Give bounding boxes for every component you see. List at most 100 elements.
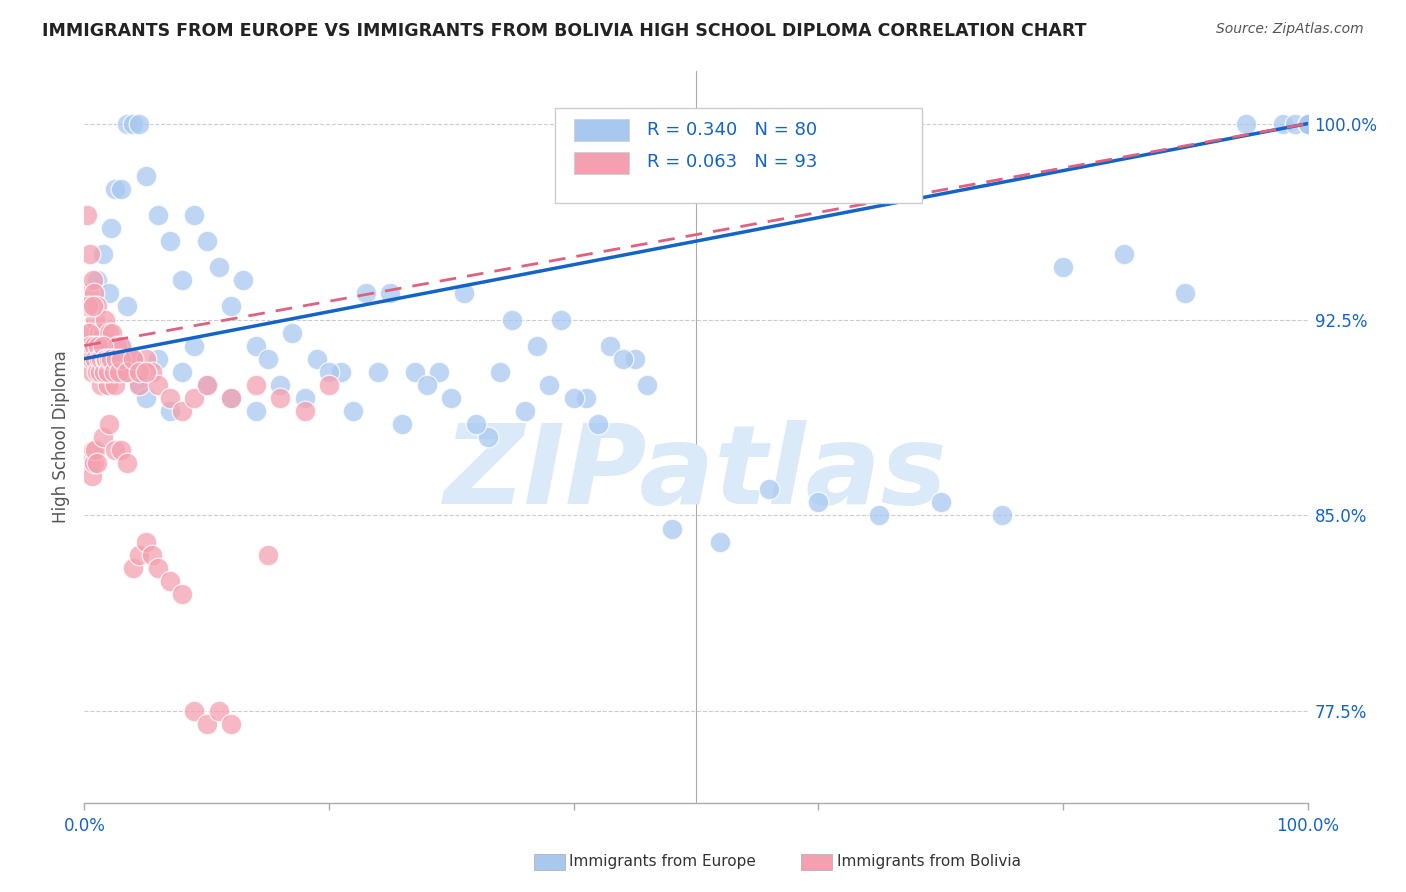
Point	[135, 534, 157, 549]
Point	[122, 351, 145, 366]
Point	[1114, 247, 1136, 261]
Point	[79, 456, 101, 470]
Point	[104, 377, 127, 392]
Point	[128, 377, 150, 392]
Point	[575, 391, 598, 405]
Point	[502, 312, 524, 326]
Point	[1284, 117, 1306, 131]
Point	[391, 417, 413, 431]
Point	[86, 456, 108, 470]
Point	[97, 417, 120, 431]
Point	[80, 469, 103, 483]
Point	[146, 560, 169, 574]
Point	[77, 286, 100, 301]
Point	[599, 339, 621, 353]
Point	[86, 273, 108, 287]
Point	[1296, 117, 1319, 131]
Point	[1174, 286, 1197, 301]
Point	[453, 286, 475, 301]
Point	[281, 326, 304, 340]
Point	[245, 404, 267, 418]
Point	[105, 351, 128, 366]
Point	[122, 351, 145, 366]
Point	[77, 351, 100, 366]
FancyBboxPatch shape	[555, 108, 922, 203]
Point	[103, 365, 125, 379]
Point	[294, 404, 316, 418]
Point	[83, 456, 105, 470]
Point	[83, 339, 105, 353]
Point	[219, 717, 242, 731]
Point	[404, 365, 426, 379]
Point	[77, 300, 100, 314]
Point	[380, 286, 402, 301]
Text: Source: ZipAtlas.com: Source: ZipAtlas.com	[1216, 22, 1364, 37]
Point	[146, 208, 169, 222]
Point	[342, 404, 364, 418]
Point	[82, 443, 104, 458]
Point	[100, 365, 122, 379]
Point	[219, 300, 242, 314]
Point	[122, 351, 145, 366]
Point	[146, 377, 169, 392]
Point	[183, 705, 205, 719]
Point	[84, 312, 107, 326]
Point	[354, 286, 377, 301]
Point	[104, 443, 127, 458]
Point	[661, 522, 683, 536]
Y-axis label: High School Diploma: High School Diploma	[52, 351, 70, 524]
Point	[991, 508, 1014, 523]
Point	[84, 443, 107, 458]
Point	[159, 404, 181, 418]
Point	[538, 377, 561, 392]
Point	[104, 182, 127, 196]
Point	[115, 456, 138, 470]
Point	[1296, 117, 1319, 131]
Point	[489, 365, 512, 379]
Point	[86, 365, 108, 379]
Point	[159, 574, 181, 588]
Point	[440, 391, 463, 405]
Point	[208, 705, 231, 719]
Point	[135, 391, 157, 405]
Point	[624, 351, 647, 366]
Text: IMMIGRANTS FROM EUROPE VS IMMIGRANTS FROM BOLIVIA HIGH SCHOOL DIPLOMA CORRELATIO: IMMIGRANTS FROM EUROPE VS IMMIGRANTS FRO…	[42, 22, 1087, 40]
Point	[1296, 117, 1319, 131]
Point	[79, 247, 101, 261]
Point	[183, 208, 205, 222]
Text: Immigrants from Bolivia: Immigrants from Bolivia	[837, 855, 1021, 869]
Point	[195, 234, 218, 248]
Point	[758, 483, 780, 497]
Point	[172, 365, 194, 379]
Point	[115, 117, 138, 131]
Point	[269, 391, 291, 405]
Point	[135, 169, 157, 183]
Point	[1052, 260, 1074, 275]
Point	[464, 417, 486, 431]
Point	[93, 365, 115, 379]
Point	[83, 286, 105, 301]
Point	[110, 351, 132, 366]
Point	[513, 404, 536, 418]
Point	[107, 365, 129, 379]
Point	[82, 300, 104, 314]
Text: R = 0.340   N = 80: R = 0.340 N = 80	[647, 121, 817, 139]
Point	[76, 208, 98, 222]
Point	[87, 326, 110, 340]
Point	[128, 548, 150, 562]
Point	[110, 182, 132, 196]
Point	[146, 351, 169, 366]
Point	[562, 391, 585, 405]
Point	[91, 339, 114, 353]
Point	[122, 560, 145, 574]
Point	[526, 339, 548, 353]
Point	[97, 286, 120, 301]
Point	[172, 587, 194, 601]
Point	[91, 430, 114, 444]
Point	[86, 300, 108, 314]
Point	[101, 326, 124, 340]
Text: R = 0.063   N = 93: R = 0.063 N = 93	[647, 153, 817, 171]
Point	[79, 339, 101, 353]
Point	[93, 365, 115, 379]
Point	[86, 351, 108, 366]
